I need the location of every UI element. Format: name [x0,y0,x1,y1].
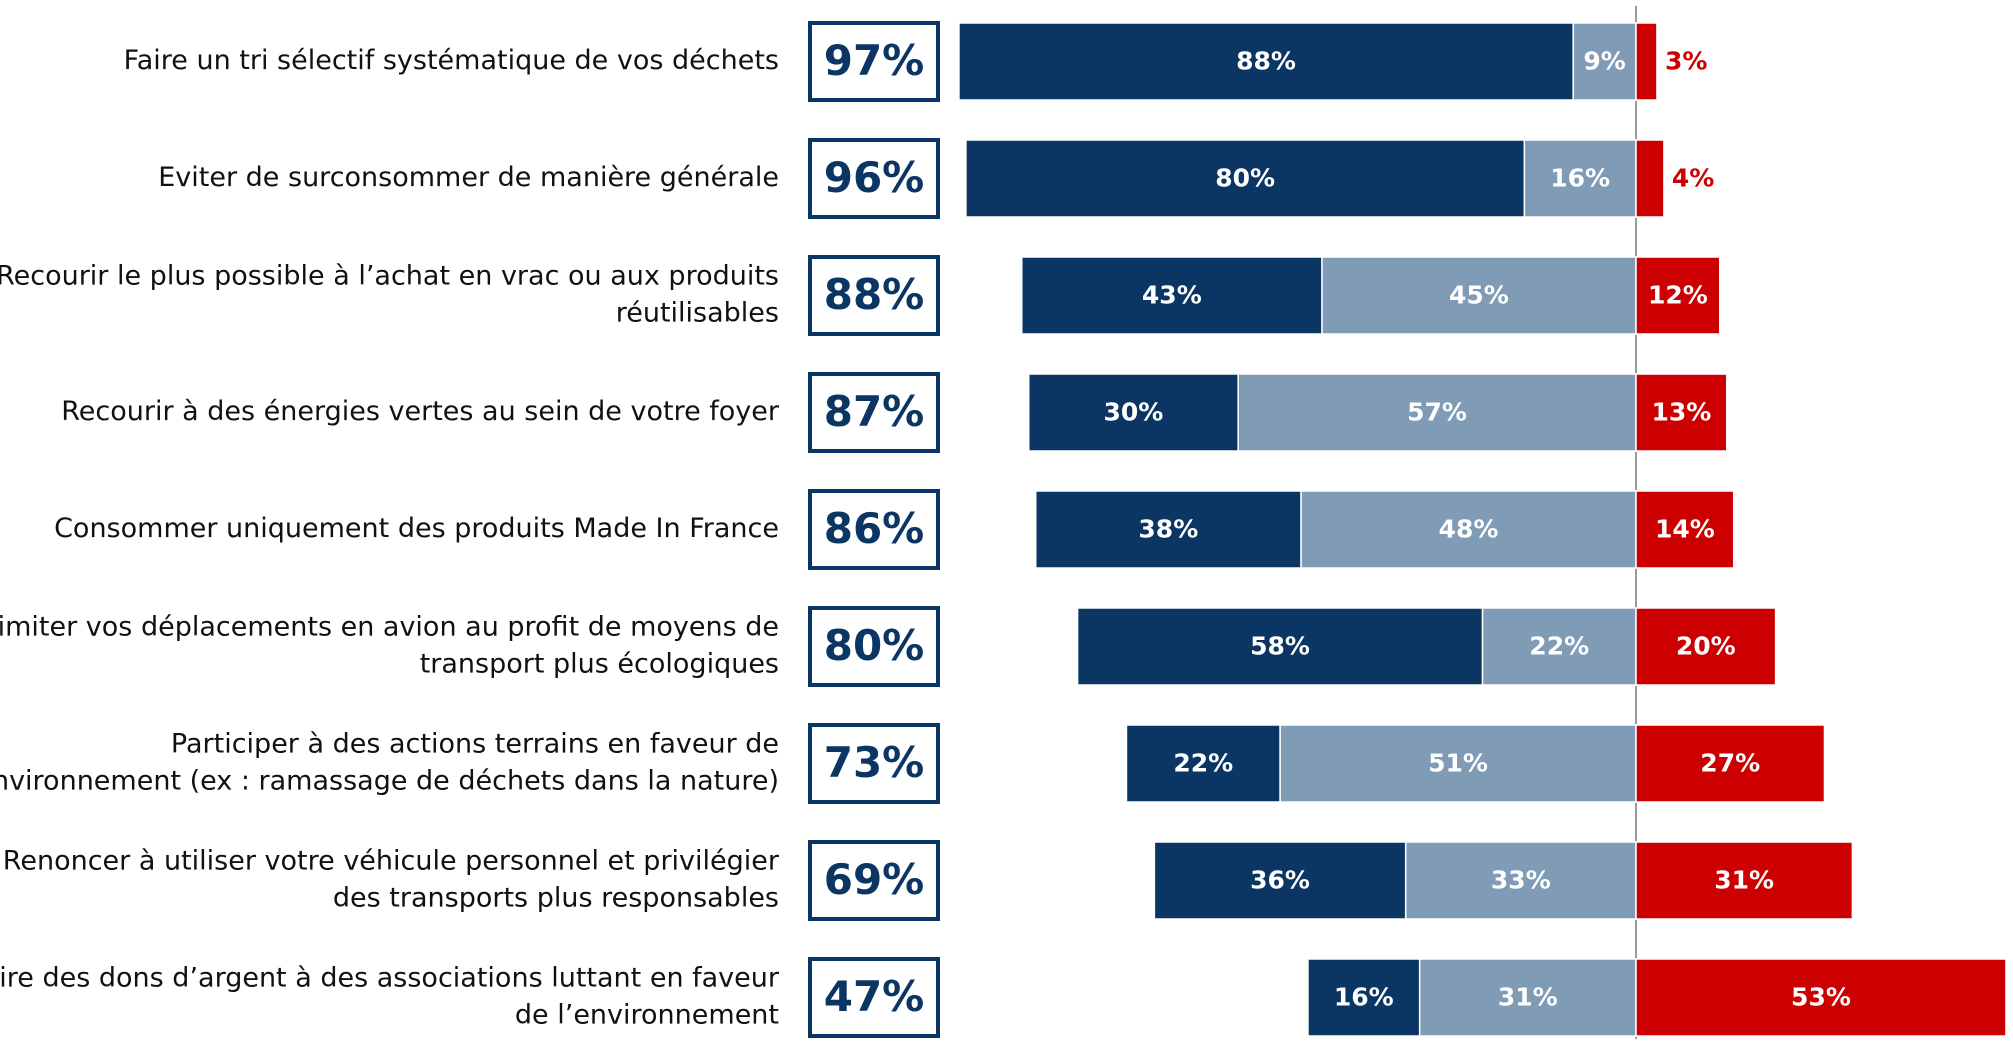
category-label: l’environnement (ex : ramassage de déche… [0,766,779,797]
bar-segment [1635,958,2007,1037]
bar-segment [1635,373,1728,452]
total-label: 97% [824,36,925,85]
total-label: 96% [824,153,925,202]
value-label: 31% [1714,866,1774,895]
value-label: 51% [1428,749,1488,778]
value-label: 22% [1529,632,1589,661]
category-label: Limiter vos déplacements en avion au pro… [0,612,779,643]
category-label: Renoncer à utiliser votre véhicule perso… [3,846,780,877]
bar-segment [1635,841,1854,920]
bar-segment [965,139,1526,218]
category-label: Participer à des actions terrains en fav… [171,729,779,760]
value-label: 14% [1655,515,1715,544]
total-label: 69% [824,855,925,904]
value-label: 80% [1215,164,1275,193]
value-label: 12% [1648,281,1708,310]
bar-segment [1635,607,1777,686]
bar-segment [1034,490,1302,569]
bar-segment [1481,607,1637,686]
value-label: 45% [1449,281,1509,310]
total-box [808,957,940,1038]
bar-segment [1635,139,1665,218]
bar-segment [1027,373,1239,452]
total-label: 73% [824,738,925,787]
category-label: Consommer uniquement des produits Made I… [54,513,779,544]
bar-segment [1404,841,1637,920]
value-label: 22% [1173,749,1233,778]
value-label: 13% [1651,398,1711,427]
bar-segment [1635,724,1826,803]
value-label: 88% [1236,47,1296,76]
total-box [808,606,940,687]
bar-segment [1125,724,1281,803]
bar-segment [1076,607,1484,686]
bar-segment [1279,724,1637,803]
bar-segment [1237,373,1637,452]
total-box [808,840,940,921]
bar-segment [1307,958,1421,1037]
bar-segment [1300,490,1637,569]
total-label: 47% [824,972,925,1021]
bar-segment [1635,22,1658,101]
value-label: 58% [1250,632,1310,661]
category-label: réutilisables [616,298,779,329]
bar-segment [1153,841,1407,920]
value-label: 33% [1491,866,1551,895]
total-box [808,489,940,570]
category-label: Recourir à des énergies vertes au sein d… [61,396,780,427]
value-label: 27% [1700,749,1760,778]
category-label: de l’environnement [515,1000,779,1031]
bar-segment [1572,22,1637,101]
total-label: 86% [824,504,925,553]
total-label: 88% [824,270,925,319]
value-label: 36% [1250,866,1310,895]
total-box [808,21,940,102]
total-label: 87% [824,387,925,436]
value-label: 20% [1676,632,1736,661]
bar-segment [1021,256,1323,335]
total-box [808,723,940,804]
category-label: Faire un tri sélectif systématique de vo… [124,45,779,76]
category-label: des transports plus responsables [333,883,779,914]
value-label: 48% [1439,515,1499,544]
value-label: 16% [1334,983,1394,1012]
bar-segment [1635,256,1721,335]
bar-segment [1321,256,1637,335]
value-label: 57% [1407,398,1467,427]
bar-segment [1635,490,1735,569]
value-label: 31% [1498,983,1558,1012]
value-label: 43% [1142,281,1202,310]
value-label: 16% [1550,164,1610,193]
value-label: 30% [1104,398,1164,427]
value-label: 3% [1665,47,1707,76]
value-label: 9% [1583,47,1625,76]
category-label: Faire des dons d’argent à des associatio… [0,963,780,994]
category-label: transport plus écologiques [420,649,779,680]
category-label: Recourir le plus possible à l’achat en v… [0,261,779,292]
value-label: 4% [1672,164,1714,193]
value-label: 38% [1138,515,1198,544]
total-box [808,138,940,219]
total-box [808,255,940,336]
value-label: 53% [1791,983,1851,1012]
bar-segment [958,22,1574,101]
total-box [808,372,940,453]
total-label: 80% [824,621,925,670]
category-label: Eviter de surconsommer de manière généra… [158,162,779,193]
